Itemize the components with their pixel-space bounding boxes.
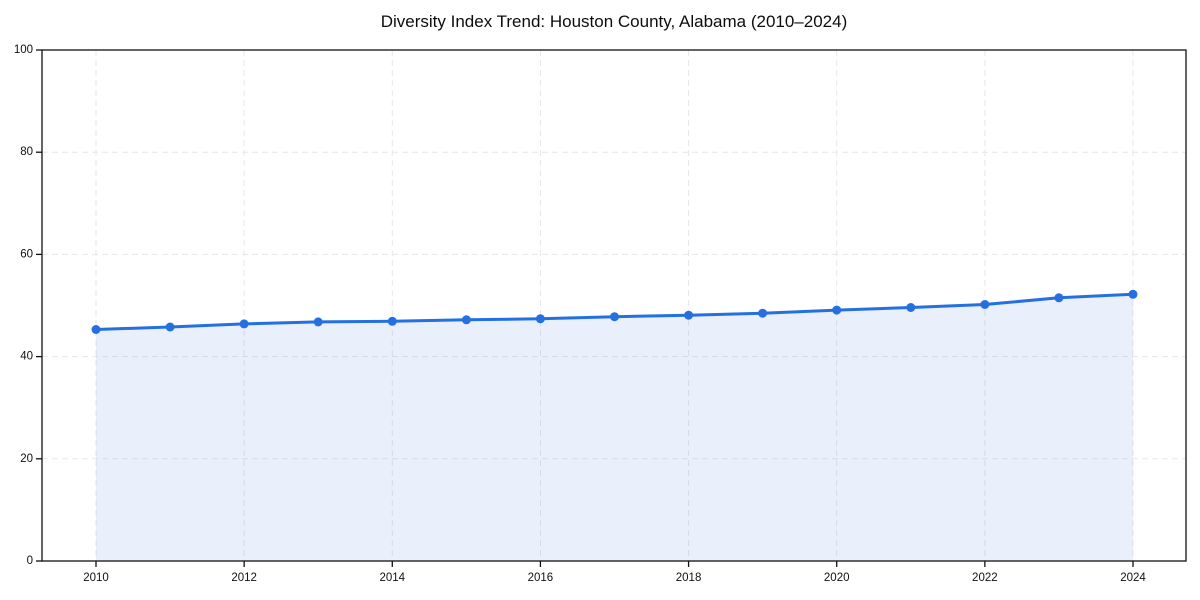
- data-point-2022: [980, 300, 990, 309]
- y-axis-tick-label-40: 40: [20, 351, 33, 363]
- y-axis-tick-label-0: 0: [27, 555, 33, 567]
- data-point-2023: [1054, 293, 1064, 303]
- x-axis-tick-label-2018: 2018: [676, 572, 702, 584]
- y-axis-tick-label-60: 60: [20, 248, 33, 260]
- axes-layer: [36, 49, 1187, 567]
- data-point-2019: [758, 308, 768, 318]
- data-point-2024: [1128, 289, 1138, 299]
- data-point-2014: [387, 316, 397, 326]
- chart-title: Diversity Index Trend: Houston County, A…: [381, 12, 848, 31]
- data-point-2018: [684, 310, 694, 320]
- data-point-2017: [610, 312, 619, 322]
- data-point-2021: [906, 303, 916, 312]
- x-axis-tick-label-2012: 2012: [231, 572, 257, 584]
- data-point-2011: [165, 322, 175, 332]
- data-point-2010: [91, 325, 101, 334]
- area-fill-layer: [96, 294, 1133, 561]
- data-point-2015: [461, 315, 471, 325]
- x-axis-tick-label-2022: 2022: [972, 572, 998, 584]
- x-axis-tick-label-2020: 2020: [824, 572, 850, 584]
- plot-border: [41, 49, 1187, 562]
- x-axis-tick-label-2014: 2014: [379, 572, 405, 584]
- data-point-2020: [832, 305, 842, 315]
- x-axis-tick-label-2024: 2024: [1120, 572, 1146, 584]
- x-axis-tick-label-2016: 2016: [528, 572, 554, 584]
- tick-labels-layer: 0 20 40 60 80 100 2010 2012 2014 2016 2018 2020 2022…: [14, 44, 1147, 584]
- y-axis-tick-label-20: 20: [20, 453, 33, 465]
- data-point-2012: [239, 319, 249, 329]
- data-points-layer: [91, 289, 1138, 334]
- data-point-2016: [535, 314, 545, 324]
- gridlines-layer: [42, 50, 1186, 561]
- y-axis-tick-label-100: 100: [14, 44, 33, 56]
- data-point-2013: [313, 317, 323, 327]
- x-axis-tick-label-2010: 2010: [83, 572, 109, 584]
- y-axis-tick-label-80: 80: [20, 146, 33, 158]
- trend-area-fill: [96, 294, 1133, 561]
